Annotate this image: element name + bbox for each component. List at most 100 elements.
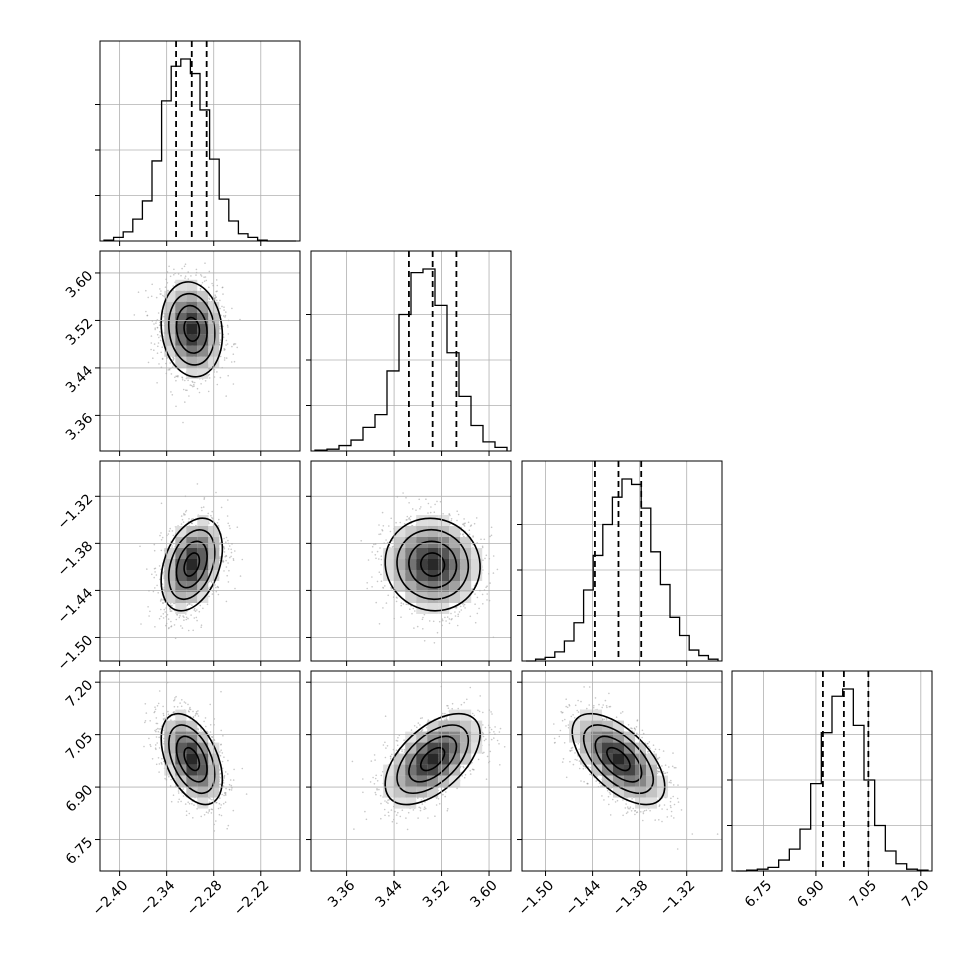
scatter-point — [194, 609, 196, 611]
scatter-point — [436, 501, 438, 503]
scatter-point — [406, 604, 408, 606]
scatter-point — [173, 358, 175, 360]
scatter-point — [377, 581, 379, 583]
scatter-point — [459, 611, 461, 613]
scatter-point — [156, 585, 158, 587]
scatter-point — [170, 621, 172, 623]
scatter-point — [410, 519, 412, 521]
scatter-point — [233, 559, 235, 561]
scatter-point — [146, 568, 148, 570]
y-tick-label: −1.38 — [55, 538, 97, 580]
scatter-point — [157, 592, 159, 594]
scatter-point — [464, 525, 466, 527]
scatter-point — [151, 335, 153, 337]
scatter-point — [163, 589, 165, 591]
scatter-point — [391, 588, 393, 590]
scatter-point — [242, 559, 244, 561]
scatter-point — [157, 352, 159, 354]
scatter-point — [224, 551, 226, 553]
scatter-point — [227, 343, 229, 345]
scatter-point — [188, 630, 190, 632]
scatter-point — [169, 368, 171, 370]
scatter-point — [204, 497, 206, 499]
scatter-point — [182, 422, 184, 424]
scatter-point — [211, 511, 213, 513]
panel-2-0 — [139, 483, 243, 639]
scatter-point — [474, 603, 476, 605]
scatter-point — [169, 609, 171, 611]
scatter-point — [218, 594, 220, 596]
scatter-point — [169, 362, 171, 364]
scatter-point — [221, 306, 223, 308]
scatter-point — [408, 502, 410, 504]
scatter-point — [208, 287, 210, 289]
scatter-point — [172, 394, 174, 396]
scatter-point — [187, 604, 189, 606]
scatter-point — [162, 599, 164, 601]
scatter-point — [471, 524, 473, 526]
scatter-point — [396, 601, 398, 603]
scatter-point — [383, 587, 385, 589]
scatter-point — [409, 608, 411, 610]
scatter-point — [240, 575, 242, 577]
scatter-point — [231, 308, 233, 310]
scatter-point — [214, 584, 216, 586]
scatter-point — [182, 379, 184, 381]
scatter-point — [457, 625, 459, 627]
scatter-point — [185, 511, 187, 513]
scatter-point — [200, 626, 202, 628]
scatter-point — [486, 599, 488, 601]
scatter-point — [184, 277, 186, 279]
scatter-point — [195, 610, 197, 612]
scatter-point — [236, 347, 238, 349]
scatter-point — [412, 508, 414, 510]
scatter-point — [181, 376, 183, 378]
scatter-point — [154, 568, 156, 570]
scatter-point — [449, 618, 451, 620]
scatter-point — [486, 585, 488, 587]
scatter-point — [181, 515, 183, 517]
scatter-point — [380, 533, 382, 535]
scatter-point — [194, 382, 196, 384]
scatter-point — [159, 288, 161, 290]
scatter-point — [229, 545, 231, 547]
scatter-point — [170, 626, 172, 628]
scatter-point — [201, 624, 203, 626]
scatter-point — [208, 298, 210, 300]
density-block — [175, 603, 186, 614]
scatter-point — [493, 572, 495, 574]
scatter-point — [164, 611, 166, 613]
scatter-point — [227, 523, 229, 525]
scatter-point — [139, 546, 141, 548]
scatter-point — [151, 284, 153, 286]
scatter-point — [237, 526, 239, 528]
scatter-point — [425, 498, 427, 500]
scatter-point — [233, 558, 235, 560]
scatter-point — [477, 613, 479, 615]
scatter-point — [226, 566, 228, 568]
scatter-point — [200, 605, 202, 607]
scatter-point — [169, 528, 171, 530]
scatter-point — [148, 615, 150, 617]
scatter-point — [183, 616, 185, 618]
scatter-point — [184, 514, 186, 516]
scatter-point — [371, 576, 373, 578]
scatter-point — [407, 516, 409, 518]
scatter-point — [197, 388, 199, 390]
scatter-point — [223, 538, 225, 540]
scatter-point — [151, 574, 153, 576]
scatter-point — [160, 335, 162, 337]
scatter-point — [219, 300, 221, 302]
scatter-point — [413, 608, 415, 610]
scatter-point — [486, 555, 488, 557]
scatter-point — [226, 555, 228, 557]
scatter-point — [418, 499, 420, 501]
scatter-point — [216, 279, 218, 281]
scatter-point — [375, 558, 377, 560]
scatter-point — [160, 290, 162, 292]
scatter-point — [160, 293, 162, 295]
scatter-point — [208, 391, 210, 393]
scatter-point — [201, 275, 203, 277]
y-tick-label: 3.60 — [63, 268, 96, 301]
